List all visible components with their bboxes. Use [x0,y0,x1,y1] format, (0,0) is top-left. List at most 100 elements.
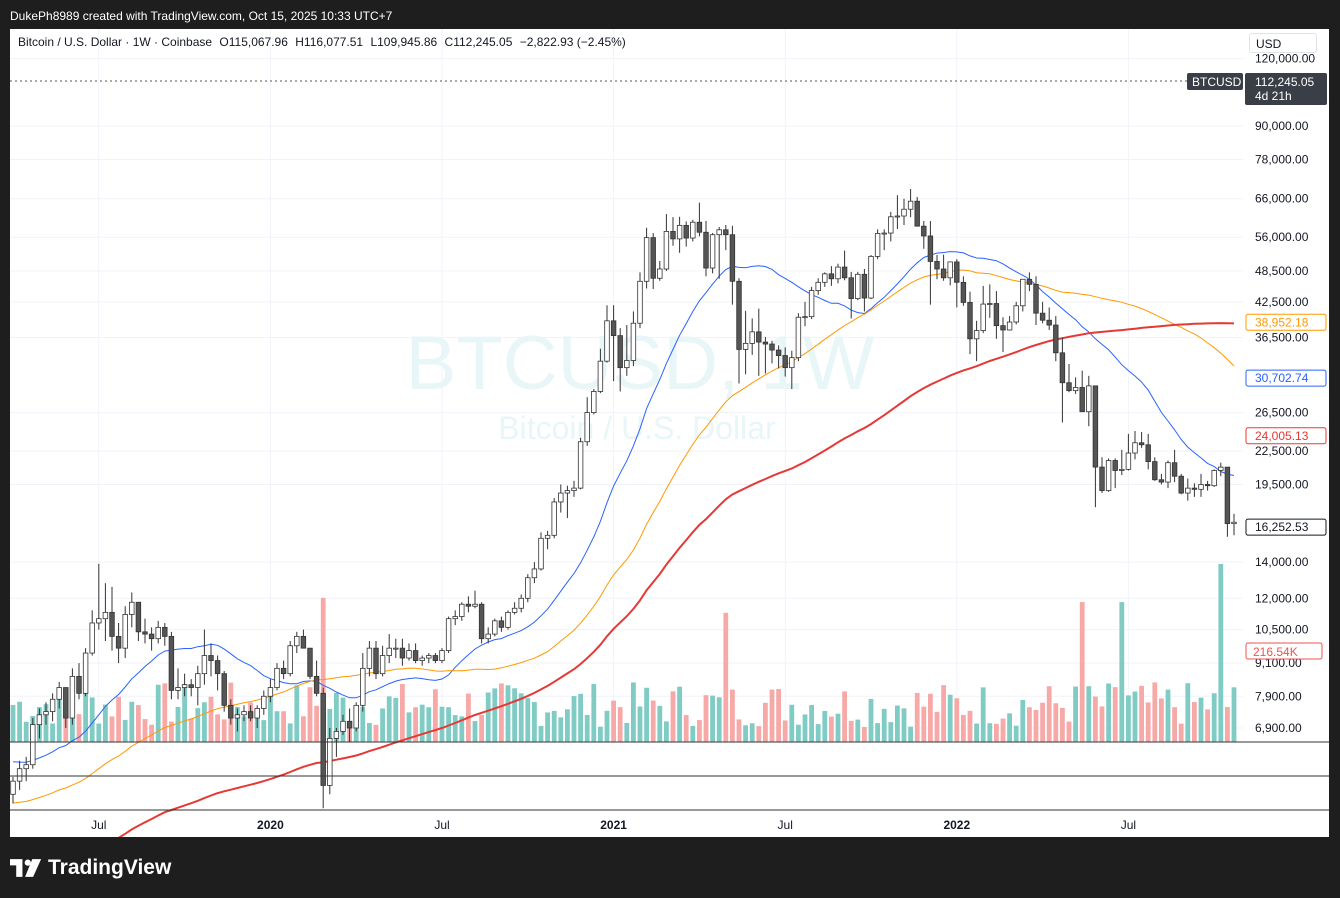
candle-body [597,360,604,392]
candle-body [109,611,115,637]
volume-bar [763,702,768,742]
candle-body [36,714,43,726]
watermark-name: Bitcoin / U.S. Dollar [498,410,776,446]
volume-bar [776,689,781,742]
candle-body [122,614,128,649]
candle-body [921,225,927,237]
candle-body [835,266,841,280]
candle-body [815,281,821,291]
chart-panel[interactable]: BTCUSD, 1W Bitcoin / U.S. Dollar 120,000.0… [10,29,1329,837]
candle-body [459,603,465,617]
volume-bar [545,712,550,742]
volume-bar [862,726,867,742]
volume-bar [215,714,220,742]
candle-body [472,603,478,607]
volume-bar [175,707,181,742]
volume-bar [842,691,847,742]
candle-body [267,687,274,697]
candle-body [82,652,89,694]
candle-body [690,221,696,239]
candle-body [63,687,69,719]
candle-body [967,302,973,340]
candle-body [1079,387,1085,413]
x-tick-label: Jul [91,818,106,832]
moving-average-line [118,322,1235,837]
candle-body [135,601,142,633]
currency-button[interactable]: USD [1249,33,1317,53]
price-chart[interactable]: BTCUSD, 1W Bitcoin / U.S. Dollar 120,000.0… [10,29,1329,837]
candle-body [379,655,386,675]
candle-body [1006,321,1013,331]
volume-bar [1053,703,1059,742]
volume-bar [1139,685,1144,742]
y-tick-label: 66,000.00 [1255,192,1309,206]
candle-body [749,331,755,344]
price-tag-box [1245,369,1327,387]
candle-body [373,647,379,675]
volume-bar [400,684,405,742]
volume-bar [439,706,445,742]
candle-body [1191,487,1198,490]
volume-bar [690,725,696,742]
volume-bar [1231,687,1237,742]
volume-tag-box [1245,642,1323,660]
volume-bar [261,720,267,742]
volume-bar [314,705,319,742]
volume-bar [1172,707,1177,742]
volume-bar [1211,693,1217,742]
candle-body [762,341,769,345]
candle-body [650,237,656,279]
volume-bar [485,692,491,742]
candle-body [1033,283,1039,314]
candle-body [76,675,82,694]
candle-body [333,731,340,739]
candle-body [1066,382,1072,392]
volume-bar [1033,710,1039,742]
candle-body [637,280,643,324]
candle-body [696,221,703,233]
candle-body [914,200,920,227]
volume-bar [248,702,253,742]
candle-body [987,303,993,305]
candle-body [340,720,346,732]
candle-body [531,568,538,579]
volume-bar [1165,689,1171,742]
volume-bar [631,682,636,742]
volume-bar [195,708,201,742]
candle-body [1152,461,1158,481]
y-tick-label: 26,500.00 [1255,406,1309,420]
candle-body [756,331,762,343]
volume-bar [109,716,115,742]
y-tick-label: 120,000.00 [1255,52,1315,66]
volume-bar [967,710,973,742]
candle-body [247,711,254,719]
candle-body [775,349,782,356]
volume-bar [855,719,861,742]
tradingview-logo[interactable]: TradingView [10,856,171,880]
candle-body [874,233,881,257]
candle-body [960,281,967,303]
volume-bar [360,706,366,742]
symbol-legend: Bitcoin / U.S. Dollar · 1W · Coinbase O1… [18,35,626,49]
candle-body [353,704,359,729]
candle-body [1099,466,1105,491]
candle-body [782,355,788,369]
volume-bar [327,708,333,742]
candle-body [604,320,610,362]
volume-bar [1205,709,1210,742]
volume-bar [848,720,854,742]
candle-body [102,611,109,620]
volume-bar [1073,686,1078,742]
legend-high: H116,077.51 [295,35,364,49]
volume-bar [604,710,610,742]
candle-body [1059,352,1066,384]
volume-bar [584,714,590,742]
legend-change: −2,822.93 (−2.45%) [519,35,626,49]
volume-bar [657,705,663,742]
candle-body [736,280,742,350]
candle-body [1211,470,1217,487]
candle-body [346,720,353,729]
volume-bar [23,721,29,742]
candle-body [96,618,102,624]
candle-body [261,695,267,709]
